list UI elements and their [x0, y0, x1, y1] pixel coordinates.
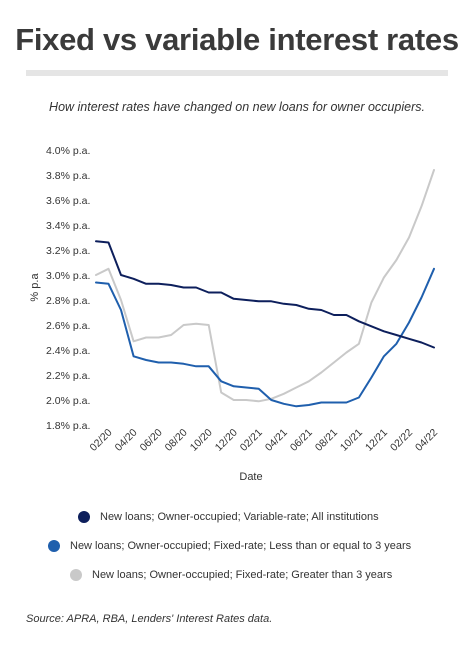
legend-swatch-fixed-short	[48, 540, 60, 552]
y-tick-label: 2.2% p.a.	[46, 370, 90, 382]
x-tick-label: 02/20	[88, 427, 115, 454]
x-tick-label: 12/20	[213, 427, 240, 454]
legend-item-fixed-long: New loans; Owner-occupied; Fixed-rate; G…	[70, 569, 392, 581]
series-line-2	[95, 169, 435, 403]
x-tick-label: 08/21	[313, 427, 340, 454]
x-tick-label: 08/20	[163, 427, 190, 454]
y-tick-label: 2.4% p.a.	[46, 345, 90, 357]
title-divider	[26, 70, 448, 76]
x-tick-label: 02/22	[388, 427, 415, 454]
x-tick-label: 02/21	[238, 427, 265, 454]
legend-swatch-variable	[78, 511, 90, 523]
series-line-1	[95, 267, 435, 408]
series-line-0	[95, 240, 435, 349]
chart-title: Fixed vs variable interest rates	[15, 22, 459, 57]
legend-label-fixed-long: New loans; Owner-occupied; Fixed-rate; G…	[92, 569, 393, 581]
y-tick-label: 3.6% p.a.	[46, 195, 90, 207]
y-tick-label: 2.0% p.a.	[46, 395, 90, 407]
y-tick-label: 2.8% p.a.	[46, 295, 90, 307]
chart-subtitle: How interest rates have changed on new l…	[49, 100, 425, 114]
x-tick-label: 06/21	[288, 427, 315, 454]
y-tick-label: 1.8% p.a.	[46, 420, 90, 432]
x-tick-label: 10/20	[188, 427, 215, 454]
y-tick-label: 3.2% p.a.	[46, 245, 90, 257]
y-tick-label: 3.8% p.a.	[46, 170, 90, 182]
legend-label-variable: New loans; Owner-occupied; Variable-rate…	[100, 511, 379, 523]
x-tick-label: 04/21	[263, 427, 290, 454]
x-tick-label: 12/21	[363, 427, 390, 454]
x-tick-label: 10/21	[338, 427, 365, 454]
legend-swatch-fixed-long	[70, 569, 82, 581]
line-chart: 4.0% p.a. 3.8% p.a. 3.6% p.a. 3.4% p.a. 3.2%…	[29, 145, 440, 483]
legend-label-fixed-short: New loans; Owner-occupied; Fixed-rate; L…	[70, 540, 412, 552]
y-tick-label: 4.0% p.a.	[46, 145, 90, 157]
x-tick-label: 06/20	[138, 427, 165, 454]
y-tick-label: 3.4% p.a.	[46, 220, 90, 232]
x-tick-label: 04/20	[113, 427, 140, 454]
source-note: Source: APRA, RBA, Lenders' Interest Rat…	[26, 613, 273, 625]
x-axis-title: Date	[239, 471, 262, 483]
x-tick-label: 04/22	[413, 427, 440, 454]
legend-item-fixed-short: New loans; Owner-occupied; Fixed-rate; L…	[48, 540, 411, 552]
y-tick-label: 2.6% p.a.	[46, 320, 90, 332]
y-tick-label: 3.0% p.a.	[46, 270, 90, 282]
legend-item-variable: New loans; Owner-occupied; Variable-rate…	[78, 511, 379, 523]
y-axis-title: % p.a	[29, 273, 41, 302]
